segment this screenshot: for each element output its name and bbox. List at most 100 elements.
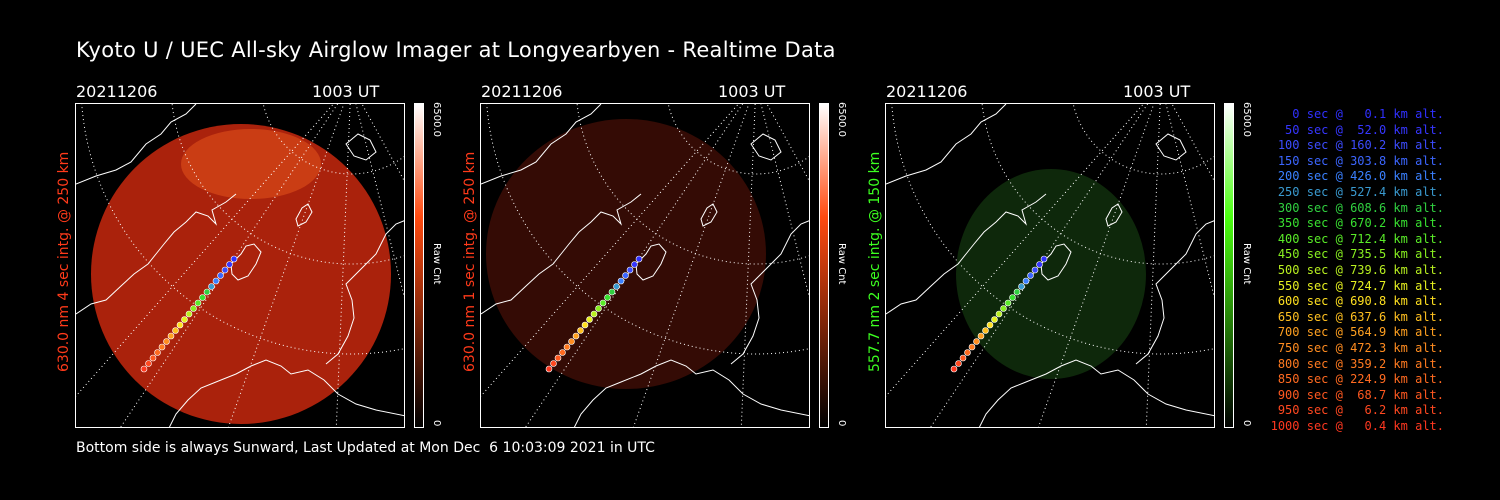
track-point	[177, 322, 183, 328]
track-point	[1005, 300, 1011, 306]
track-point	[996, 311, 1002, 317]
airglow-field	[956, 169, 1146, 379]
track-point	[173, 328, 179, 334]
track-point	[200, 295, 206, 301]
track-point	[1041, 256, 1047, 262]
coastline	[1136, 220, 1215, 364]
track-point	[546, 366, 552, 372]
legend-row: 900 sec @ 68.7 km alt.	[1262, 388, 1444, 404]
track-point	[587, 317, 593, 323]
track-point	[222, 267, 228, 273]
track-point	[209, 284, 215, 290]
panel-2-colorbar-title: Raw Cnt	[836, 243, 847, 284]
legend-row: 950 sec @ 6.2 km alt.	[1262, 403, 1444, 419]
panel-1-wavelength-label: 630.0 nm 4 sec intg. @ 250 km	[56, 152, 72, 372]
track-point	[987, 322, 993, 328]
legend-row: 50 sec @ 52.0 km alt.	[1262, 123, 1444, 139]
legend-row: 150 sec @ 303.8 km alt.	[1262, 154, 1444, 170]
legend-row: 100 sec @ 160.2 km alt.	[1262, 138, 1444, 154]
track-point	[596, 306, 602, 312]
legend-row: 750 sec @ 472.3 km alt.	[1262, 341, 1444, 357]
coastline	[1156, 134, 1186, 160]
legend-row: 500 sec @ 739.6 km alt.	[1262, 263, 1444, 279]
longitude-grid-line	[351, 104, 405, 184]
track-point	[1010, 295, 1016, 301]
track-point	[960, 355, 966, 361]
track-point	[159, 344, 165, 350]
track-point	[578, 328, 584, 334]
track-point	[951, 366, 957, 372]
legend-row: 400 sec @ 712.4 km alt.	[1262, 232, 1444, 248]
track-point	[164, 339, 170, 345]
legend-row: 300 sec @ 608.6 km alt.	[1262, 201, 1444, 217]
longitude-grid-line	[1161, 104, 1215, 184]
track-point	[186, 311, 192, 317]
track-point	[974, 339, 980, 345]
panel-3-allsky-image	[885, 103, 1215, 428]
legend-row: 650 sec @ 637.6 km alt.	[1262, 310, 1444, 326]
panel-1-colorbar-max: 6500.0	[431, 102, 442, 137]
track-point	[182, 317, 188, 323]
panel-3-ut: 1003 UT	[1123, 82, 1190, 101]
panel-3-colorbar-min: 0	[1241, 420, 1252, 426]
track-point	[600, 300, 606, 306]
track-point	[231, 256, 237, 262]
panel-2-wavelength-label: 630.0 nm 1 sec intg. @ 250 km	[462, 152, 478, 372]
track-point	[1032, 267, 1038, 273]
track-point	[569, 339, 575, 345]
track-point	[1028, 273, 1034, 279]
page-title: Kyoto U / UEC All-sky Airglow Imager at …	[76, 38, 836, 62]
legend-row: 350 sec @ 670.2 km alt.	[1262, 216, 1444, 232]
track-point	[627, 267, 633, 273]
panel-2-colorbar-max: 6500.0	[836, 102, 847, 137]
panel-3-colorbar-max: 6500.0	[1241, 102, 1252, 137]
track-point	[560, 350, 566, 356]
track-point	[213, 278, 219, 284]
track-point	[614, 284, 620, 290]
track-point	[551, 361, 557, 367]
legend-row: 800 sec @ 359.2 km alt.	[1262, 357, 1444, 373]
legend-row: 200 sec @ 426.0 km alt.	[1262, 169, 1444, 185]
track-point	[195, 300, 201, 306]
airglow-field	[486, 119, 766, 389]
coastline	[346, 134, 376, 160]
track-point	[1037, 262, 1043, 268]
panel-1-colorbar-title: Raw Cnt	[431, 243, 442, 284]
panel-1-colorbar	[414, 103, 424, 428]
track-point	[564, 344, 570, 350]
track-point	[168, 333, 174, 339]
track-point	[218, 273, 224, 279]
track-point	[141, 366, 147, 372]
legend-row: 450 sec @ 735.5 km alt.	[1262, 247, 1444, 263]
track-point	[1019, 284, 1025, 290]
legend-row: 850 sec @ 224.9 km alt.	[1262, 372, 1444, 388]
longitude-grid-line	[756, 104, 810, 184]
legend-row: 250 sec @ 527.4 km alt.	[1262, 185, 1444, 201]
track-point	[623, 273, 629, 279]
legend-row: 1000 sec @ 0.4 km alt.	[1262, 419, 1444, 435]
panel-3-colorbar-title: Raw Cnt	[1241, 243, 1252, 284]
panel-1-date: 20211206	[76, 82, 157, 101]
track-point	[618, 278, 624, 284]
panel-1-colorbar-min: 0	[431, 420, 442, 426]
track-point	[609, 289, 615, 295]
panel-2-colorbar-min: 0	[836, 420, 847, 426]
track-point	[1014, 289, 1020, 295]
track-point	[983, 328, 989, 334]
track-point	[605, 295, 611, 301]
panel-3-wavelength-label: 557.7 nm 2 sec intg. @ 150 km	[867, 152, 883, 372]
panel-2-ut: 1003 UT	[718, 82, 785, 101]
track-point	[1023, 278, 1029, 284]
track-point	[555, 355, 561, 361]
coastline	[751, 134, 781, 160]
panel-2-colorbar	[819, 103, 829, 428]
panel-1-ut: 1003 UT	[312, 82, 379, 101]
track-point	[146, 361, 152, 367]
legend-row: 600 sec @ 690.8 km alt.	[1262, 294, 1444, 310]
track-point	[632, 262, 638, 268]
track-point	[978, 333, 984, 339]
panel-3-date: 20211206	[886, 82, 967, 101]
track-point	[636, 256, 642, 262]
longitude-grid-line	[1146, 104, 1161, 428]
panel-1-allsky-image	[75, 103, 405, 428]
